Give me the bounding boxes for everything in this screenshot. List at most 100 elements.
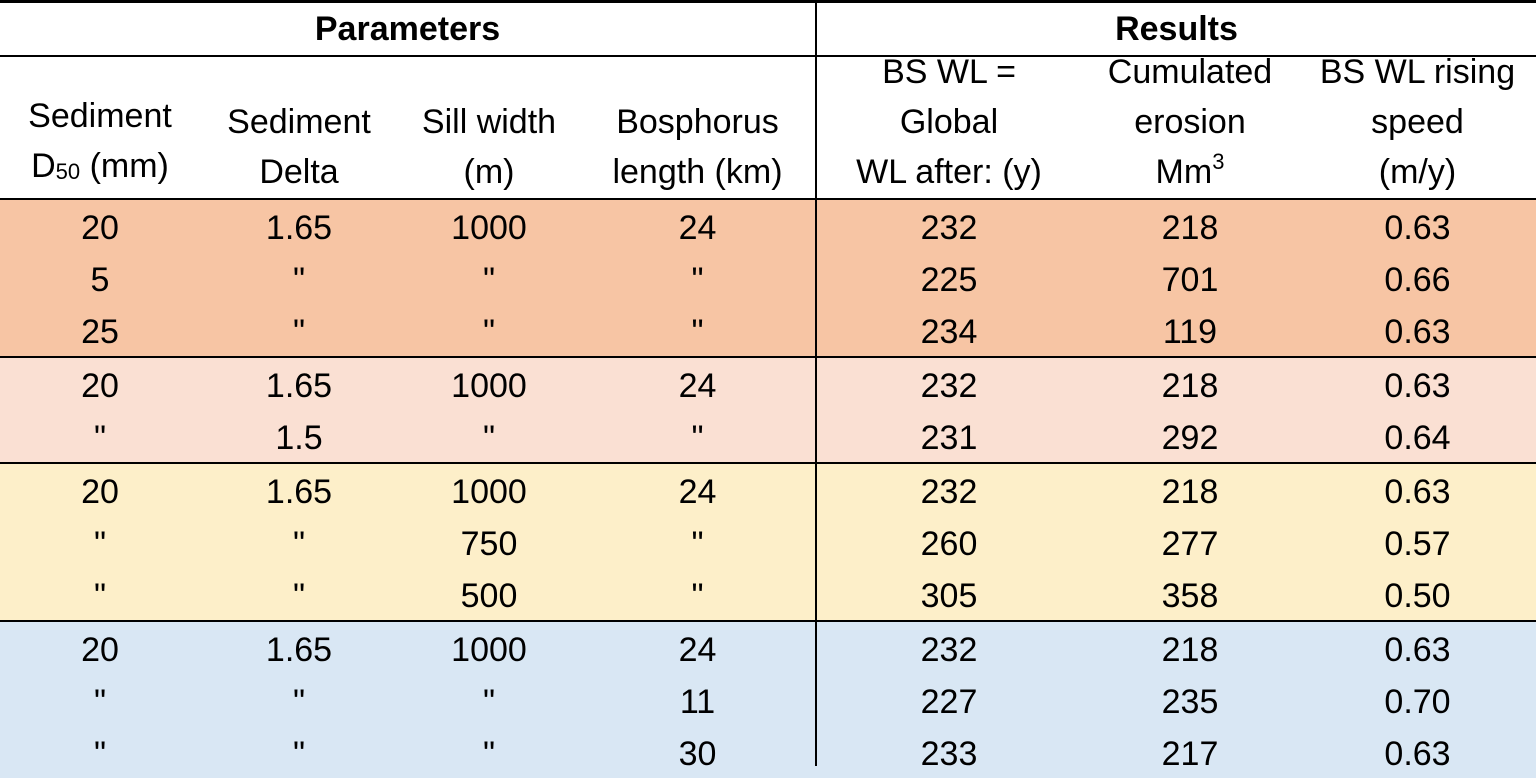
col-cumulated-erosion-line2: erosion <box>1134 103 1246 141</box>
cell-delta: 1.5 <box>275 419 323 457</box>
cell-rising-speed: 0.66 <box>1384 261 1451 299</box>
cell-rising-speed: 0.63 <box>1384 313 1451 351</box>
cell-bosphorus-length: " <box>691 577 704 615</box>
cell-erosion: 217 <box>1161 735 1219 773</box>
cell-bs-wl: 231 <box>920 419 978 457</box>
cell-d50: 5 <box>90 261 110 299</box>
cell-bs-wl: 232 <box>920 367 978 405</box>
cell-bs-wl: 233 <box>920 735 978 773</box>
cell-sill-width: 1000 <box>451 209 527 247</box>
col-sill-width: Sill width (m) <box>398 59 580 199</box>
cell-sill-width: " <box>482 313 496 351</box>
cell-d50: 20 <box>81 209 119 247</box>
col-sill-width-line1: Sill width <box>421 103 557 141</box>
col-bs-wl-line3: WL after: (y) <box>856 153 1042 191</box>
cell-sill-width: 500 <box>460 577 518 615</box>
cell-sill-width: 1000 <box>451 631 527 669</box>
cell-bs-wl: 232 <box>920 631 978 669</box>
cell-d50: 20 <box>81 473 119 511</box>
cell-rising-speed: 0.70 <box>1384 683 1451 721</box>
cell-bosphorus-length: " <box>691 419 704 457</box>
col-bosphorus-length-line2: length (km) <box>612 153 783 191</box>
cell-erosion: 119 <box>1162 313 1218 351</box>
cell-delta: " <box>292 261 306 299</box>
col-sediment-delta-line1: Sediment <box>227 103 371 141</box>
cell-erosion: 235 <box>1161 683 1219 721</box>
cell-d50: 20 <box>81 631 119 669</box>
cell-erosion: 218 <box>1161 473 1219 511</box>
cell-delta: " <box>292 735 306 773</box>
parameters-header: Parameters <box>0 3 815 57</box>
row-group: 20 1.65 1000 24 232 218 0.63 " " " 11 227 235 0.70 " " "… <box>0 620 1536 778</box>
col-bosphorus-length-line1: Bosphorus <box>616 103 779 141</box>
cell-bosphorus-length: 24 <box>678 631 717 669</box>
cell-delta: 1.65 <box>265 473 333 511</box>
cell-rising-speed: 0.64 <box>1384 419 1451 457</box>
cell-sill-width: 1000 <box>451 473 527 511</box>
col-sediment-d50-line1: Sediment <box>28 97 172 135</box>
col-rising-speed-line1: BS WL rising <box>1319 53 1516 91</box>
cell-d50: " <box>93 525 107 563</box>
col-sediment-d50-line2: D50 (mm) <box>31 147 169 185</box>
col-sediment-d50: Sediment D50 (mm) <box>0 59 200 199</box>
cell-bosphorus-length: 30 <box>678 735 717 773</box>
col-rising-speed: BS WL rising speed (m/y) <box>1299 53 1536 199</box>
row-group: 20 1.65 1000 24 232 218 0.63 " " 750 " 260 277 0.57 " "… <box>0 462 1536 620</box>
cell-rising-speed: 0.63 <box>1384 631 1451 669</box>
header-rule <box>0 198 1536 200</box>
cell-bosphorus-length: 24 <box>678 473 717 511</box>
cell-bs-wl: 227 <box>920 683 978 721</box>
cell-delta: 1.65 <box>265 209 333 247</box>
col-cumulated-erosion: Cumulated erosion Mm3 <box>1081 53 1299 199</box>
cell-d50: " <box>93 419 107 457</box>
cell-bs-wl: 260 <box>920 525 978 563</box>
cell-sill-width: " <box>482 683 496 721</box>
cell-bs-wl: 232 <box>920 209 978 247</box>
cell-d50: 20 <box>81 367 119 405</box>
col-rising-speed-line3: (m/y) <box>1378 153 1457 191</box>
cell-d50: " <box>93 577 107 615</box>
col-sediment-delta: Sediment Delta <box>200 59 398 199</box>
cell-rising-speed: 0.50 <box>1384 577 1451 615</box>
col-bs-wl-line2: Global <box>899 103 999 141</box>
cell-delta: " <box>292 683 306 721</box>
cell-delta: " <box>292 525 306 563</box>
column-divider <box>815 3 817 766</box>
col-bs-wl-line1: BS WL = <box>882 53 1016 91</box>
cell-sill-width: " <box>482 735 496 773</box>
cell-bosphorus-length: " <box>691 261 704 299</box>
cell-bosphorus-length: " <box>691 313 704 351</box>
cell-bosphorus-length: 24 <box>678 209 717 247</box>
cell-bs-wl: 234 <box>920 313 978 351</box>
cell-delta: 1.65 <box>265 631 333 669</box>
row-group: 20 1.65 1000 24 232 218 0.63 " 1.5 " " 231 292 0.64 <box>0 356 1536 462</box>
cell-sill-width: 750 <box>460 525 518 563</box>
cell-delta: " <box>292 577 306 615</box>
cell-rising-speed: 0.63 <box>1384 473 1451 511</box>
cell-rising-speed: 0.63 <box>1384 735 1451 773</box>
cell-rising-speed: 0.63 <box>1384 209 1451 247</box>
cell-sill-width: " <box>482 261 496 299</box>
cell-delta: 1.65 <box>265 367 333 405</box>
cell-erosion: 701 <box>1161 261 1219 299</box>
cell-d50: " <box>93 735 107 773</box>
cell-delta: " <box>292 313 306 351</box>
col-cumulated-erosion-line3: Mm3 <box>1155 149 1225 192</box>
cell-rising-speed: 0.57 <box>1384 525 1451 563</box>
col-rising-speed-line2: speed <box>1371 103 1464 141</box>
col-bosphorus-length: Bosphorus length (km) <box>580 59 815 199</box>
cell-d50: " <box>93 683 107 721</box>
cell-bs-wl: 232 <box>920 473 978 511</box>
cell-bs-wl: 305 <box>920 577 978 615</box>
cell-erosion: 218 <box>1161 209 1219 247</box>
cell-erosion: 218 <box>1161 631 1219 669</box>
cell-bosphorus-length: " <box>691 525 704 563</box>
row-group: 20 1.65 1000 24 232 218 0.63 5 " " " 225 701 0.66 25 " "… <box>0 200 1536 356</box>
cell-erosion: 277 <box>1161 525 1219 563</box>
cell-sill-width: " <box>482 419 496 457</box>
col-sill-width-line2: (m) <box>463 153 515 191</box>
cell-bosphorus-length: 11 <box>679 683 716 721</box>
cell-bosphorus-length: 24 <box>678 367 717 405</box>
cell-d50: 25 <box>81 313 119 351</box>
